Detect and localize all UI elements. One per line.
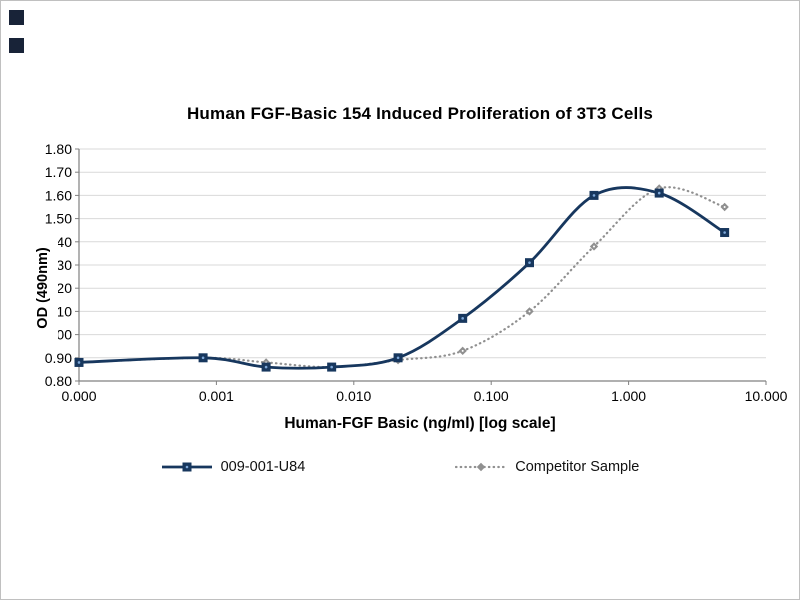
y-tick-label: 1.50	[45, 211, 72, 227]
legend-label-series-1: Competitor Sample	[515, 459, 640, 475]
x-tick-label: 0.010	[336, 388, 371, 404]
decor-square-top	[9, 10, 24, 25]
y-tick-label: 1.80	[45, 141, 72, 157]
y-tick-label: 0.90	[45, 350, 72, 366]
legend-square-marker-icon	[161, 460, 213, 474]
legend-item-series-0: 009-001-U84	[161, 459, 306, 475]
series-line-competitor-sample	[77, 186, 726, 369]
legend-item-series-1: Competitor Sample	[455, 459, 639, 475]
legend-diamond-marker-icon	[455, 460, 508, 474]
decor-square-bottom	[9, 38, 24, 53]
series-markers-009-001-u84	[74, 188, 730, 372]
legend-label-series-0: 009-001-U84	[220, 459, 306, 475]
y-tick-label: 0.80	[45, 373, 72, 389]
x-tick-label: 0.001	[199, 388, 234, 404]
x-tick-label: 0.000	[61, 388, 96, 404]
legend: 009-001-U84 Competitor Sample	[1, 456, 799, 478]
x-axis-title: Human-FGF Basic (ng/ml) [log scale]	[284, 415, 556, 432]
x-tick-label: 10.000	[745, 388, 788, 404]
x-tick-label: 0.100	[474, 388, 509, 404]
chart-title: Human FGF-Basic 154 Induced Proliferatio…	[186, 104, 654, 123]
y-axis-title: OD (490nm)	[35, 247, 51, 329]
series-line-009-001-u84	[78, 186, 726, 370]
series-markers-competitor-sample	[74, 184, 729, 372]
x-tick-label: 1.000	[611, 388, 646, 404]
y-tick-label: 1.60	[45, 187, 72, 203]
y-tick-label: 1.70	[45, 164, 72, 180]
y-label-backdrop	[31, 231, 58, 345]
